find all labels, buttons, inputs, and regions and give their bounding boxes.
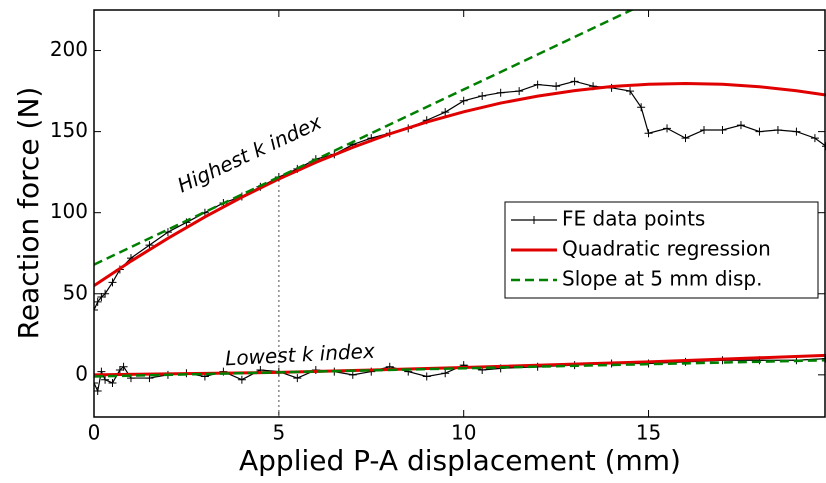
data-point: [663, 124, 672, 133]
data-point: [108, 278, 117, 287]
data-point: [736, 121, 745, 130]
data-point: [237, 375, 246, 384]
x-axis-label: Applied P-A displacement (mm): [239, 444, 681, 477]
legend-label: Slope at 5 mm disp.: [562, 267, 762, 291]
data-point: [459, 96, 468, 105]
x-tick-label: 10: [451, 421, 476, 445]
data-point: [478, 91, 487, 100]
data-point: [94, 305, 98, 314]
data-point: [773, 125, 782, 134]
data-point: [700, 125, 708, 134]
data-point: [293, 374, 302, 383]
y-tick-label: 200: [50, 37, 88, 61]
data-point: [822, 142, 826, 151]
data-point: [94, 387, 102, 396]
data-point: [552, 82, 561, 91]
x-tick-label: 0: [88, 421, 101, 445]
legend-box: [504, 201, 819, 299]
series-line: [94, 81, 826, 287]
legend-label: FE data points: [562, 207, 705, 231]
data-point: [119, 362, 128, 371]
plot-area: [94, 10, 826, 396]
x-tick-label: 15: [636, 421, 661, 445]
y-tick-label: 150: [50, 118, 88, 142]
x-tick-label: 5: [272, 421, 285, 445]
data-point: [115, 365, 124, 374]
data-point: [441, 369, 450, 378]
series-line: [94, 10, 635, 266]
data-point: [570, 77, 579, 86]
data-point: [108, 378, 117, 387]
data-point: [97, 293, 106, 302]
data-point: [101, 375, 110, 384]
data-point: [94, 297, 102, 306]
data-point: [810, 134, 819, 143]
plot-frame: [93, 9, 826, 418]
data-point: [637, 103, 646, 112]
data-point: [792, 127, 801, 136]
annotation: Highest k index: [174, 110, 326, 198]
y-axis-label: Reaction force (N): [12, 87, 45, 340]
data-point: [422, 372, 431, 381]
data-point: [441, 108, 450, 117]
data-point: [755, 127, 764, 136]
data-point: [94, 378, 98, 387]
data-point: [533, 80, 542, 89]
data-point: [718, 125, 727, 134]
legend-label: Quadratic regression: [562, 237, 771, 261]
annotation: Lowest k index: [225, 339, 376, 371]
y-tick-label: 100: [50, 199, 88, 223]
data-point: [681, 134, 690, 143]
data-point: [348, 370, 357, 379]
y-tick-label: 0: [75, 361, 88, 385]
data-point: [626, 87, 635, 96]
legend-marker: [530, 216, 538, 224]
series-line: [94, 80, 826, 311]
data-point: [644, 129, 653, 138]
series-line: [94, 358, 826, 378]
data-point: [101, 289, 110, 298]
y-tick-label: 50: [63, 280, 88, 304]
data-point: [822, 354, 826, 363]
data-point: [145, 241, 154, 250]
data-point: [496, 88, 505, 97]
data-point: [515, 87, 524, 96]
